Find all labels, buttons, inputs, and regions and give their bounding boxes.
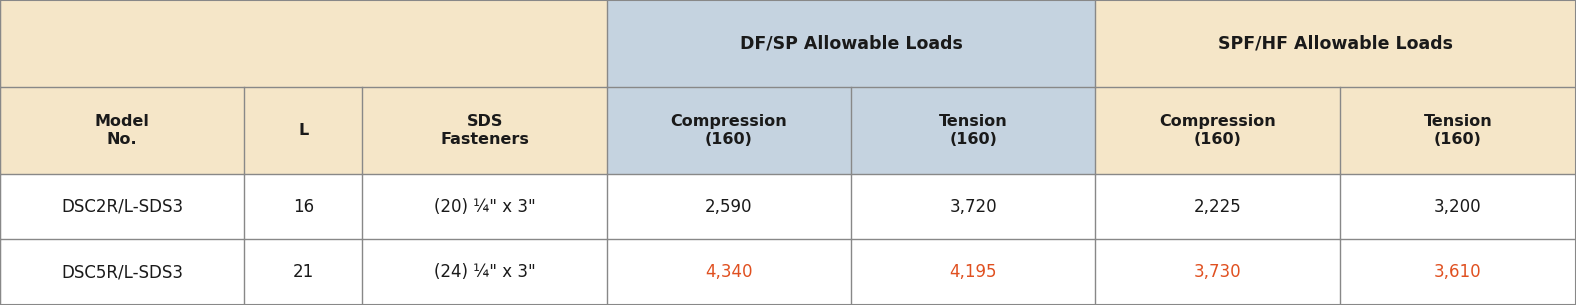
Bar — [244, 239, 362, 305]
Bar — [244, 87, 362, 174]
Bar — [362, 239, 607, 305]
Text: 21: 21 — [293, 263, 314, 281]
Text: DSC5R/L-SDS3: DSC5R/L-SDS3 — [61, 263, 183, 281]
Bar — [362, 87, 607, 174]
Text: DSC2R/L-SDS3: DSC2R/L-SDS3 — [61, 198, 183, 216]
Bar — [607, 239, 851, 305]
Bar — [1340, 174, 1576, 239]
Bar — [851, 239, 1095, 305]
Text: (24) ¼" x 3": (24) ¼" x 3" — [433, 263, 536, 281]
Text: 3,200: 3,200 — [1434, 198, 1481, 216]
Text: 3,720: 3,720 — [949, 198, 998, 216]
Text: DF/SP Allowable Loads: DF/SP Allowable Loads — [739, 34, 963, 52]
Bar — [0, 87, 244, 174]
Bar — [244, 0, 362, 87]
Text: SPF/HF Allowable Loads: SPF/HF Allowable Loads — [1218, 34, 1453, 52]
Text: 3,730: 3,730 — [1193, 263, 1242, 281]
Bar — [607, 0, 1095, 87]
Text: 4,340: 4,340 — [704, 263, 753, 281]
Text: Tension
(160): Tension (160) — [1423, 114, 1492, 147]
Bar — [607, 87, 851, 174]
Bar — [1095, 87, 1340, 174]
Text: L: L — [298, 123, 309, 138]
Text: Tension
(160): Tension (160) — [939, 114, 1007, 147]
Bar — [1095, 0, 1576, 87]
Bar — [1095, 174, 1340, 239]
Bar — [0, 239, 244, 305]
Text: 16: 16 — [293, 198, 314, 216]
Bar — [244, 174, 362, 239]
Bar — [0, 174, 244, 239]
Bar — [1095, 239, 1340, 305]
Bar — [1340, 239, 1576, 305]
Text: Model
No.: Model No. — [95, 114, 150, 147]
Bar — [362, 174, 607, 239]
Bar — [1340, 87, 1576, 174]
Text: 2,590: 2,590 — [704, 198, 753, 216]
Text: 3,610: 3,610 — [1434, 263, 1481, 281]
Text: 4,195: 4,195 — [949, 263, 998, 281]
Bar — [607, 174, 851, 239]
Bar — [0, 0, 244, 87]
Text: Compression
(160): Compression (160) — [1158, 114, 1277, 147]
Text: SDS
Fasteners: SDS Fasteners — [440, 114, 530, 147]
Text: 2,225: 2,225 — [1193, 198, 1242, 216]
Text: Compression
(160): Compression (160) — [670, 114, 788, 147]
Bar — [362, 0, 607, 87]
Text: (20) ¼" x 3": (20) ¼" x 3" — [433, 198, 536, 216]
Bar — [851, 87, 1095, 174]
Bar — [851, 174, 1095, 239]
